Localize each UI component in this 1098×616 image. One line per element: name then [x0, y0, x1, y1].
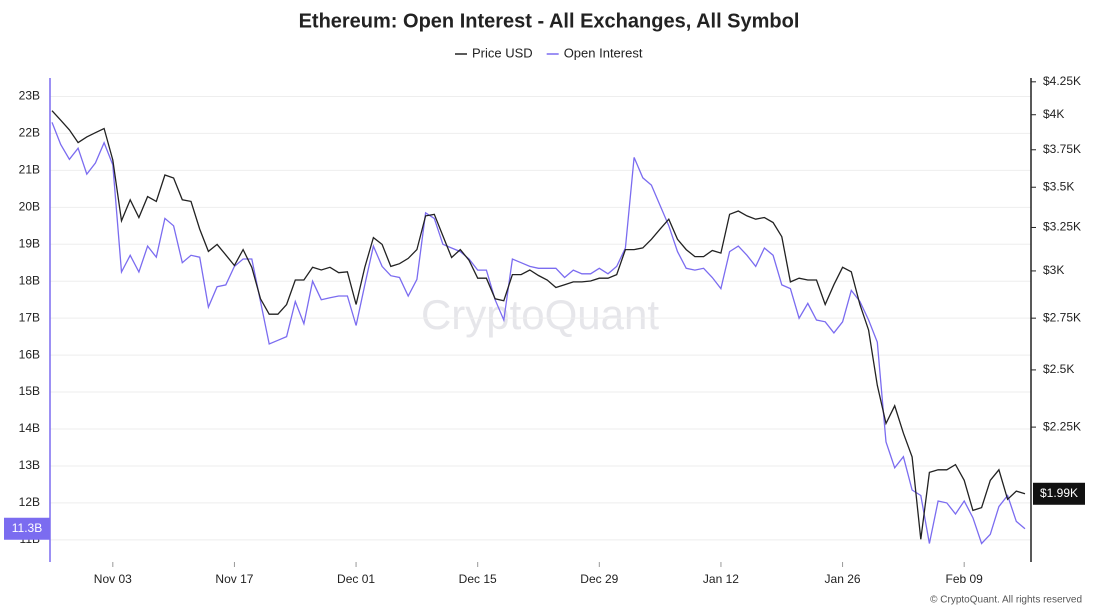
legend-label: Open Interest — [564, 45, 643, 60]
y2-tick-label: $3.5K — [1043, 179, 1074, 193]
last-value-label: 11.3B — [12, 521, 42, 535]
series-line — [51, 122, 1026, 545]
y2-tick-label: $2.25K — [1043, 419, 1081, 433]
footer: © CryptoQuant. All rights reserved — [930, 595, 1082, 606]
chart-title: Ethereum: Open Interest - All Exchanges,… — [299, 10, 800, 32]
y-tick-label: 18B — [19, 273, 40, 287]
x-tick-label: Feb 09 — [946, 572, 984, 586]
y2-tick-label: $4.25K — [1043, 74, 1081, 88]
y2-tick-label: $3K — [1043, 263, 1064, 277]
y2-tick-label: $4K — [1043, 107, 1064, 121]
y2-tick-label: $2.75K — [1043, 310, 1081, 324]
y2-tick-label: $2.5K — [1043, 362, 1074, 376]
x-tick-label: Jan 26 — [825, 572, 861, 586]
watermark: CryptoQuant — [421, 291, 659, 338]
x-tick-label: Dec 15 — [459, 572, 497, 586]
y-tick-label: 13B — [19, 458, 40, 472]
y-tick-label: 23B — [19, 89, 40, 103]
x-tick-label: Dec 29 — [580, 572, 618, 586]
y-tick-label: 15B — [19, 384, 40, 398]
series-line — [51, 110, 1026, 540]
y2-tick-label: $3.25K — [1043, 220, 1081, 234]
last-value-label: $1.99K — [1040, 486, 1078, 500]
x-tick-label: Nov 17 — [215, 572, 253, 586]
y-tick-label: 19B — [19, 236, 40, 250]
last-value-box — [4, 517, 50, 540]
y-tick-label: 14B — [19, 421, 40, 435]
y-tick-label: 20B — [19, 199, 40, 213]
y-tick-label: 22B — [19, 126, 40, 140]
y-tick-label: 16B — [19, 347, 40, 361]
y2-tick-label: $3.75K — [1043, 142, 1081, 156]
y-tick-label: 17B — [19, 310, 40, 324]
y-tick-label: 12B — [19, 495, 40, 509]
x-tick-label: Nov 03 — [94, 572, 132, 586]
x-tick-label: Jan 12 — [703, 572, 739, 586]
y-tick-label: 21B — [19, 163, 40, 177]
x-tick-label: Dec 01 — [337, 572, 375, 586]
last-value-box — [1033, 482, 1085, 505]
legend-label: Price USD — [472, 45, 533, 60]
